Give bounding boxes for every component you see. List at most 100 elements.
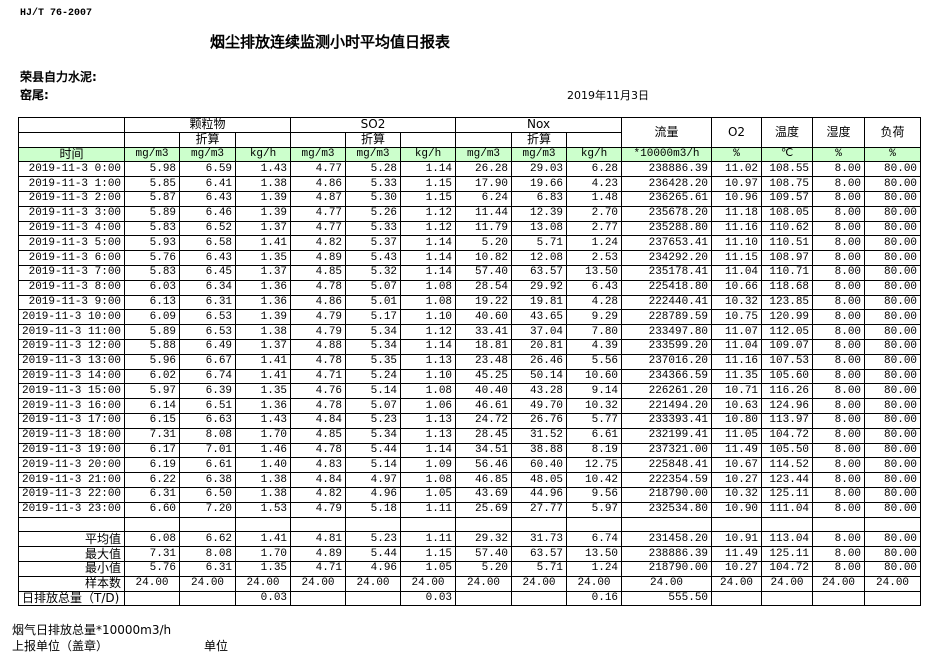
unit-label: 单位 xyxy=(204,639,229,653)
value-cell: 6.39 xyxy=(179,383,237,400)
value-cell: 105.60 xyxy=(761,368,814,385)
value-cell: 1.38 xyxy=(235,486,292,503)
value-cell: 8.00 xyxy=(812,190,866,207)
value-cell: 4.39 xyxy=(566,338,623,355)
value-cell: 234292.20 xyxy=(621,250,713,266)
value-cell: 4.82 xyxy=(290,486,347,503)
row-label: 2019-11-3 22:00 xyxy=(17,486,126,503)
value-cell: 37.04 xyxy=(511,324,568,340)
value-cell: 4.79 xyxy=(290,324,347,340)
value-cell: 4.79 xyxy=(290,309,347,326)
value-cell: 38.88 xyxy=(511,442,568,459)
value-cell: 6.24 xyxy=(455,190,513,207)
value-cell: 1.41 xyxy=(235,531,292,548)
table-row: 2019-11-3 20:00 6.19 6.61 1.40 4.83 5.14 1.09 5… xyxy=(17,457,922,474)
value-cell: 80.00 xyxy=(864,546,922,562)
unit-cell: mg/m3 xyxy=(345,146,402,163)
value-cell: 1.08 xyxy=(400,279,457,296)
value-cell: 4.82 xyxy=(290,235,347,252)
value-cell: 4.78 xyxy=(290,398,347,414)
value-cell: 10.97 xyxy=(711,176,763,192)
value-cell: 48.05 xyxy=(511,472,568,488)
value-cell: 1.24 xyxy=(566,235,623,252)
value-cell: 11.79 xyxy=(455,220,513,237)
value-cell: 6.83 xyxy=(511,190,568,207)
value-cell: 11.16 xyxy=(711,220,763,237)
particulate-converted-header: 折算 xyxy=(179,131,237,148)
value-cell: 107.53 xyxy=(761,353,814,370)
value-cell: 1.12 xyxy=(400,220,457,237)
value-cell: 6.62 xyxy=(179,531,237,548)
value-cell: 123.85 xyxy=(761,294,814,311)
value-cell: 10.90 xyxy=(711,501,763,518)
value-cell: 26.28 xyxy=(455,161,513,178)
value-cell: 1.24 xyxy=(566,560,623,577)
value-cell: 10.32 xyxy=(711,294,763,311)
value-cell: 23.48 xyxy=(455,353,513,370)
value-cell: 10.67 xyxy=(711,457,763,474)
row-label: 日排放总量（T/D) xyxy=(17,590,126,607)
value-cell: 46.85 xyxy=(455,472,513,488)
value-cell: 8.00 xyxy=(812,353,866,370)
value-cell: 80.00 xyxy=(864,309,922,326)
value-cell: 6.74 xyxy=(566,531,623,548)
value-cell: 29.03 xyxy=(511,161,568,178)
value-cell: 29.32 xyxy=(455,531,513,548)
empty-cell xyxy=(235,131,292,148)
value-cell: 57.40 xyxy=(455,264,513,281)
value-cell: 236428.20 xyxy=(621,176,713,192)
value-cell: 1.12 xyxy=(400,324,457,340)
value-cell: 46.61 xyxy=(455,398,513,414)
value-cell: 4.85 xyxy=(290,427,347,444)
value-cell: 5.35 xyxy=(345,353,402,370)
value-cell: 6.34 xyxy=(179,279,237,296)
value-cell: 6.08 xyxy=(124,531,181,548)
value-cell: 1.14 xyxy=(400,264,457,281)
value-cell: 118.68 xyxy=(761,279,814,296)
value-cell: 8.00 xyxy=(812,279,866,296)
value-cell: 104.72 xyxy=(761,560,814,577)
value-cell: 5.98 xyxy=(124,161,181,178)
nox-converted-header: 折算 xyxy=(511,131,568,148)
value-cell: 6.52 xyxy=(179,220,237,237)
row-label: 2019-11-3 21:00 xyxy=(17,472,126,488)
value-cell: 113.04 xyxy=(761,531,814,548)
value-cell: 1.37 xyxy=(235,264,292,281)
value-cell: 1.39 xyxy=(235,190,292,207)
empty-cell xyxy=(124,131,181,148)
table-row: 2019-11-3 15:00 5.97 6.39 1.35 4.76 5.14 1.08 4… xyxy=(17,383,922,400)
value-cell: 80.00 xyxy=(864,220,922,237)
value-cell: 6.31 xyxy=(179,294,237,311)
value-cell: 110.62 xyxy=(761,220,814,237)
value-cell: 109.07 xyxy=(761,338,814,355)
value-cell: 11.44 xyxy=(455,205,513,222)
value-cell: 4.84 xyxy=(290,472,347,488)
value-cell: 5.96 xyxy=(124,353,181,370)
value-cell: 5.76 xyxy=(124,250,181,266)
value-cell: 11.15 xyxy=(711,250,763,266)
value-cell: 26.46 xyxy=(511,353,568,370)
value-cell: 80.00 xyxy=(864,427,922,444)
unit-cell: % xyxy=(864,146,922,163)
value-cell: 10.27 xyxy=(711,472,763,488)
value-cell: 5.97 xyxy=(124,383,181,400)
row-label: 最大值 xyxy=(17,546,126,562)
table-row: 2019-11-3 19:00 6.17 7.01 1.46 4.78 5.44 1.14 3… xyxy=(17,442,922,459)
value-cell: 6.45 xyxy=(179,264,237,281)
value-cell: 233393.41 xyxy=(621,412,713,429)
value-cell xyxy=(455,590,513,607)
value-cell: 5.83 xyxy=(124,220,181,237)
value-cell: 6.38 xyxy=(179,472,237,488)
value-cell: 6.60 xyxy=(124,501,181,518)
value-cell: 1.13 xyxy=(400,412,457,429)
value-cell: 80.00 xyxy=(864,457,922,474)
row-label: 2019-11-3 8:00 xyxy=(17,279,126,296)
value-cell: 80.00 xyxy=(864,235,922,252)
value-cell: 5.33 xyxy=(345,176,402,192)
kiln-label: 窑尾: xyxy=(20,88,49,102)
value-cell: 1.43 xyxy=(235,412,292,429)
value-cell: 19.81 xyxy=(511,294,568,311)
unit-cell: ℃ xyxy=(761,146,814,163)
value-cell: 221494.20 xyxy=(621,398,713,414)
value-cell: 238886.39 xyxy=(621,546,713,562)
